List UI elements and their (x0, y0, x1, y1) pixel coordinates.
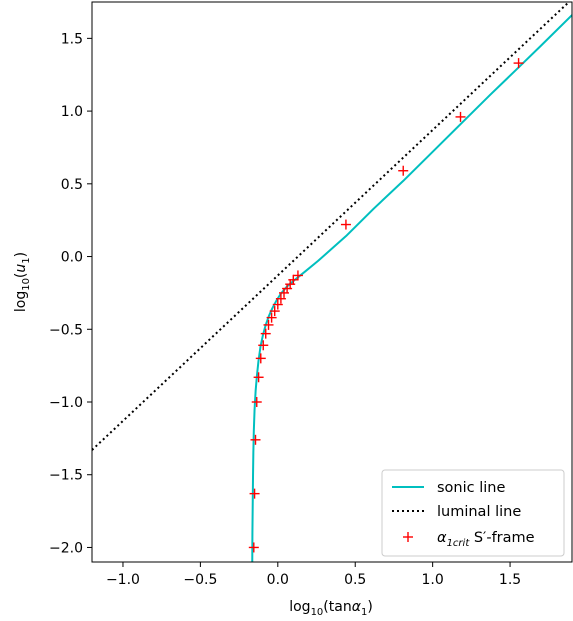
crit-marker (255, 353, 266, 364)
x-tick-label: −0.5 (183, 572, 217, 588)
sonic-line (251, 14, 572, 562)
plot-frame (91, 1, 573, 563)
crit-marker (260, 328, 271, 339)
legend-box (381, 469, 565, 557)
x-tick-label: 0.5 (344, 572, 366, 588)
x-axis-label: log10(tanα1) (289, 599, 373, 618)
crit-marker (249, 488, 260, 499)
crit-marker (275, 293, 286, 304)
crit-marker (250, 434, 261, 445)
legend-label-sonic-line: sonic line (437, 480, 505, 496)
x-tick-label: −1.0 (106, 572, 140, 588)
y-tick-label: 0.0 (61, 250, 83, 266)
y-tick-label: 1.5 (61, 31, 83, 47)
crit-marker (269, 306, 280, 317)
x-tick-label: 1.5 (499, 572, 521, 588)
crit-marker (340, 219, 351, 230)
y-tick-label: −0.5 (49, 322, 83, 338)
y-tick-label: −1.5 (49, 468, 83, 484)
crit-marker (251, 397, 262, 407)
x-axis: −1.0 −0.5 0.0 0.5 1.0 1.5 (106, 562, 521, 588)
legend-label-luminal-line: luminal line (437, 504, 521, 520)
x-tick-label: 0.0 (267, 572, 289, 588)
series-layer (92, 2, 572, 562)
crit-marker (248, 542, 259, 553)
crit-marker (455, 111, 466, 122)
crit-marker (292, 270, 303, 281)
y-tick-label: 1.0 (61, 104, 83, 120)
crit-marker (398, 165, 409, 176)
legend-label-crit-markers: α1crit S′-frame (437, 530, 535, 549)
y-tick-label: 0.5 (61, 177, 83, 193)
y-axis: −2.0 −1.5 −1.0 −0.5 0.0 0.5 1.0 1.5 (49, 31, 92, 556)
y-tick-label: −1.0 (49, 395, 83, 411)
crit-marker (513, 58, 524, 69)
crit-marker (266, 312, 277, 323)
crit-marker (288, 274, 299, 285)
plot-background (92, 2, 572, 562)
legend-swatch-crit-markers (403, 532, 413, 542)
crit-marker (258, 340, 269, 351)
legend: sonic line luminal line α1crit S′-frame (381, 469, 565, 557)
crit-marker (253, 372, 264, 383)
crit-marker (263, 319, 274, 330)
y-axis-label: log10(u1) (13, 252, 32, 312)
y-tick-label: −2.0 (49, 540, 83, 556)
crit-marker (272, 299, 283, 310)
x-tick-label: 1.0 (422, 572, 444, 588)
